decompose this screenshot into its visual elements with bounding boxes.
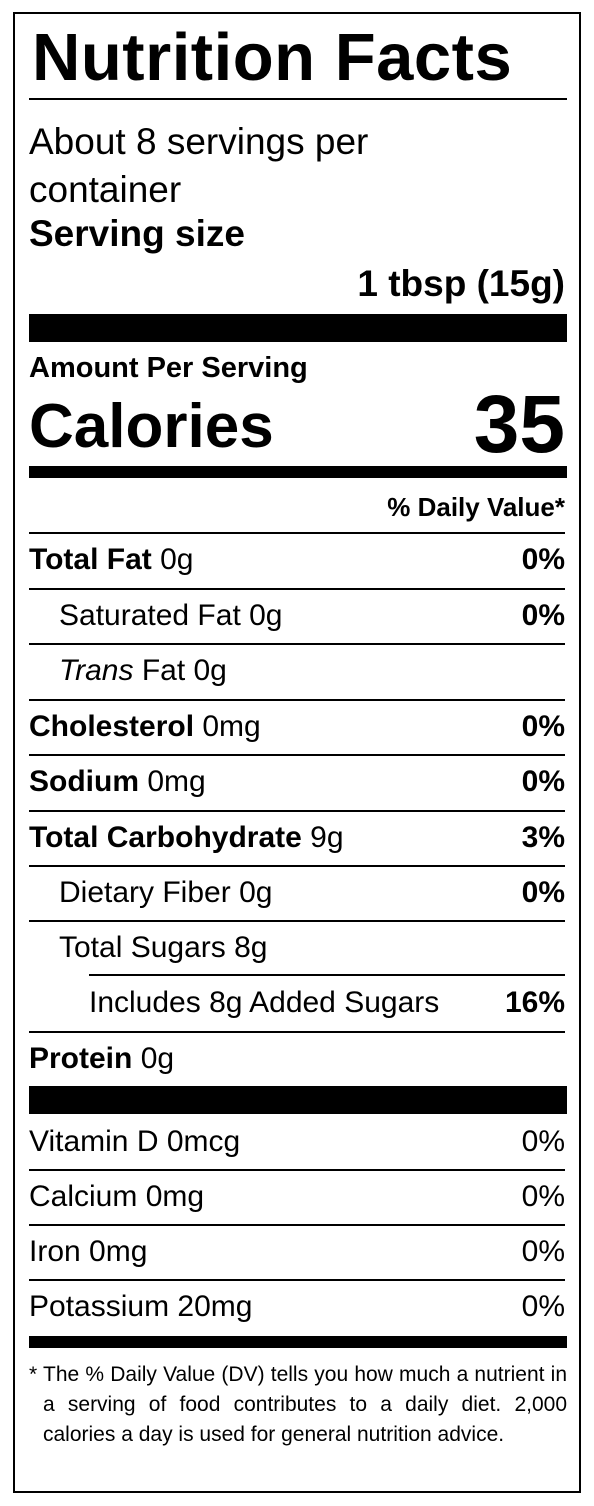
- nutrient-row-saturated-fat: Saturated Fat 0g 0%: [59, 589, 565, 643]
- nutrient-amount: 0mg: [202, 710, 261, 743]
- vitamin-amount: 0mg: [145, 1180, 205, 1213]
- nutrient-name: Cholesterol: [29, 710, 195, 743]
- vitamin-name: Potassium: [29, 1290, 170, 1323]
- nutrient-dv: 16%: [504, 986, 565, 1019]
- vitamin-name: Calcium: [29, 1180, 138, 1213]
- row-divider: [29, 920, 565, 922]
- row-divider: [29, 532, 565, 534]
- row-divider: [29, 754, 565, 756]
- row-divider: [29, 1031, 565, 1033]
- nutrient-dv: 0%: [521, 710, 565, 743]
- nutrient-row-added-sugars: Includes 8g Added Sugars 16%: [89, 976, 565, 1030]
- row-divider: [29, 699, 565, 701]
- serving-size-value: 1 tbsp (15g): [357, 263, 565, 304]
- vitamin-dv: 0%: [521, 1180, 565, 1213]
- nutrient-dv: 0%: [521, 599, 565, 632]
- row-divider: [29, 1169, 565, 1171]
- nutrient-row-total-fat: Total Fat 0g 0%: [29, 533, 565, 587]
- medium-divider-calories: [29, 466, 567, 478]
- nutrient-row-cholesterol: Cholesterol 0mg 0%: [29, 700, 565, 754]
- nutrient-row-total-sugars: Total Sugars 8g: [59, 921, 565, 975]
- thick-divider-vitamins: [29, 1086, 567, 1114]
- vitamin-name: Vitamin D: [29, 1125, 159, 1158]
- nutrient-dv: 0%: [521, 765, 565, 798]
- nutrient-amount: Fat 0g: [141, 654, 227, 687]
- nutrient-dv: 3%: [521, 821, 565, 854]
- nutrient-amount: 0g: [239, 876, 273, 909]
- nutrient-name: Total Fat: [29, 543, 152, 576]
- footnote: * The % Daily Value (DV) tells you how m…: [29, 1360, 567, 1450]
- serving-size-label: Serving size: [29, 213, 245, 254]
- nutrient-amount: 0g: [140, 1042, 175, 1075]
- nutrient-amount: 0g: [160, 543, 194, 576]
- vitamin-dv: 0%: [521, 1235, 565, 1268]
- nutrient-name: Total Carbohydrate: [29, 821, 302, 854]
- medium-divider-footnote: [29, 1336, 567, 1348]
- row-divider: [29, 643, 565, 645]
- nutrient-row-trans-fat: Trans Fat 0g: [59, 644, 565, 698]
- nutrient-dv: 0%: [521, 876, 565, 909]
- nutrient-row-protein: Protein 0g: [29, 1032, 565, 1086]
- row-divider: [29, 588, 565, 590]
- footnote-marker: *: [29, 1363, 38, 1386]
- vitamin-row-calcium: Calcium 0mg 0%: [29, 1170, 565, 1224]
- row-divider: [29, 1224, 565, 1226]
- nutrient-name: Saturated Fat: [59, 599, 241, 632]
- nutrient-dv: 0%: [521, 543, 565, 576]
- nutrition-facts-label: Nutrition Facts About 8 servings per con…: [13, 12, 581, 1493]
- nutrient-name: Sodium: [29, 765, 139, 798]
- row-divider-indented: [89, 974, 565, 976]
- nutrient-amount: 0g: [249, 599, 283, 632]
- label-title: Nutrition Facts: [32, 20, 513, 95]
- nutrient-name: Dietary Fiber: [59, 876, 231, 909]
- vitamin-dv: 0%: [521, 1290, 565, 1323]
- nutrient-amount: 0mg: [147, 765, 206, 798]
- nutrient-name: Includes 8g Added Sugars: [89, 986, 440, 1019]
- nutrient-name: Trans: [59, 654, 134, 687]
- vitamin-name: Iron: [29, 1235, 81, 1268]
- vitamin-row-vitamin-d: Vitamin D 0mcg 0%: [29, 1115, 565, 1169]
- title-divider: [29, 98, 567, 100]
- nutrient-row-sodium: Sodium 0mg 0%: [29, 755, 565, 809]
- vitamin-amount: 20mg: [177, 1290, 253, 1323]
- nutrient-name: Total Sugars: [59, 931, 226, 964]
- row-divider: [29, 865, 565, 867]
- daily-value-header: % Daily Value*: [387, 492, 565, 522]
- vitamin-row-potassium: Potassium 20mg 0%: [29, 1280, 565, 1334]
- nutrient-amount: 9g: [310, 821, 344, 854]
- nutrient-name: Protein: [29, 1042, 133, 1075]
- servings-per-container: About 8 servings per container: [29, 121, 369, 210]
- nutrient-row-dietary-fiber: Dietary Fiber 0g 0%: [59, 866, 565, 920]
- vitamin-amount: 0mg: [89, 1235, 148, 1268]
- vitamin-row-iron: Iron 0mg 0%: [29, 1225, 565, 1279]
- calories-label: Calories: [29, 392, 274, 461]
- vitamin-dv: 0%: [521, 1125, 565, 1158]
- row-divider: [29, 1279, 565, 1281]
- thick-divider-serving: [29, 314, 567, 342]
- amount-per-serving: Amount Per Serving: [29, 352, 308, 384]
- nutrient-amount: 8g: [234, 931, 268, 964]
- row-divider: [29, 810, 565, 812]
- nutrient-row-total-carbohydrate: Total Carbohydrate 9g 3%: [29, 811, 565, 865]
- vitamin-amount: 0mcg: [166, 1125, 241, 1158]
- calories-value: 35: [473, 379, 565, 470]
- footnote-text: The % Daily Value (DV) tells you how muc…: [43, 1363, 567, 1446]
